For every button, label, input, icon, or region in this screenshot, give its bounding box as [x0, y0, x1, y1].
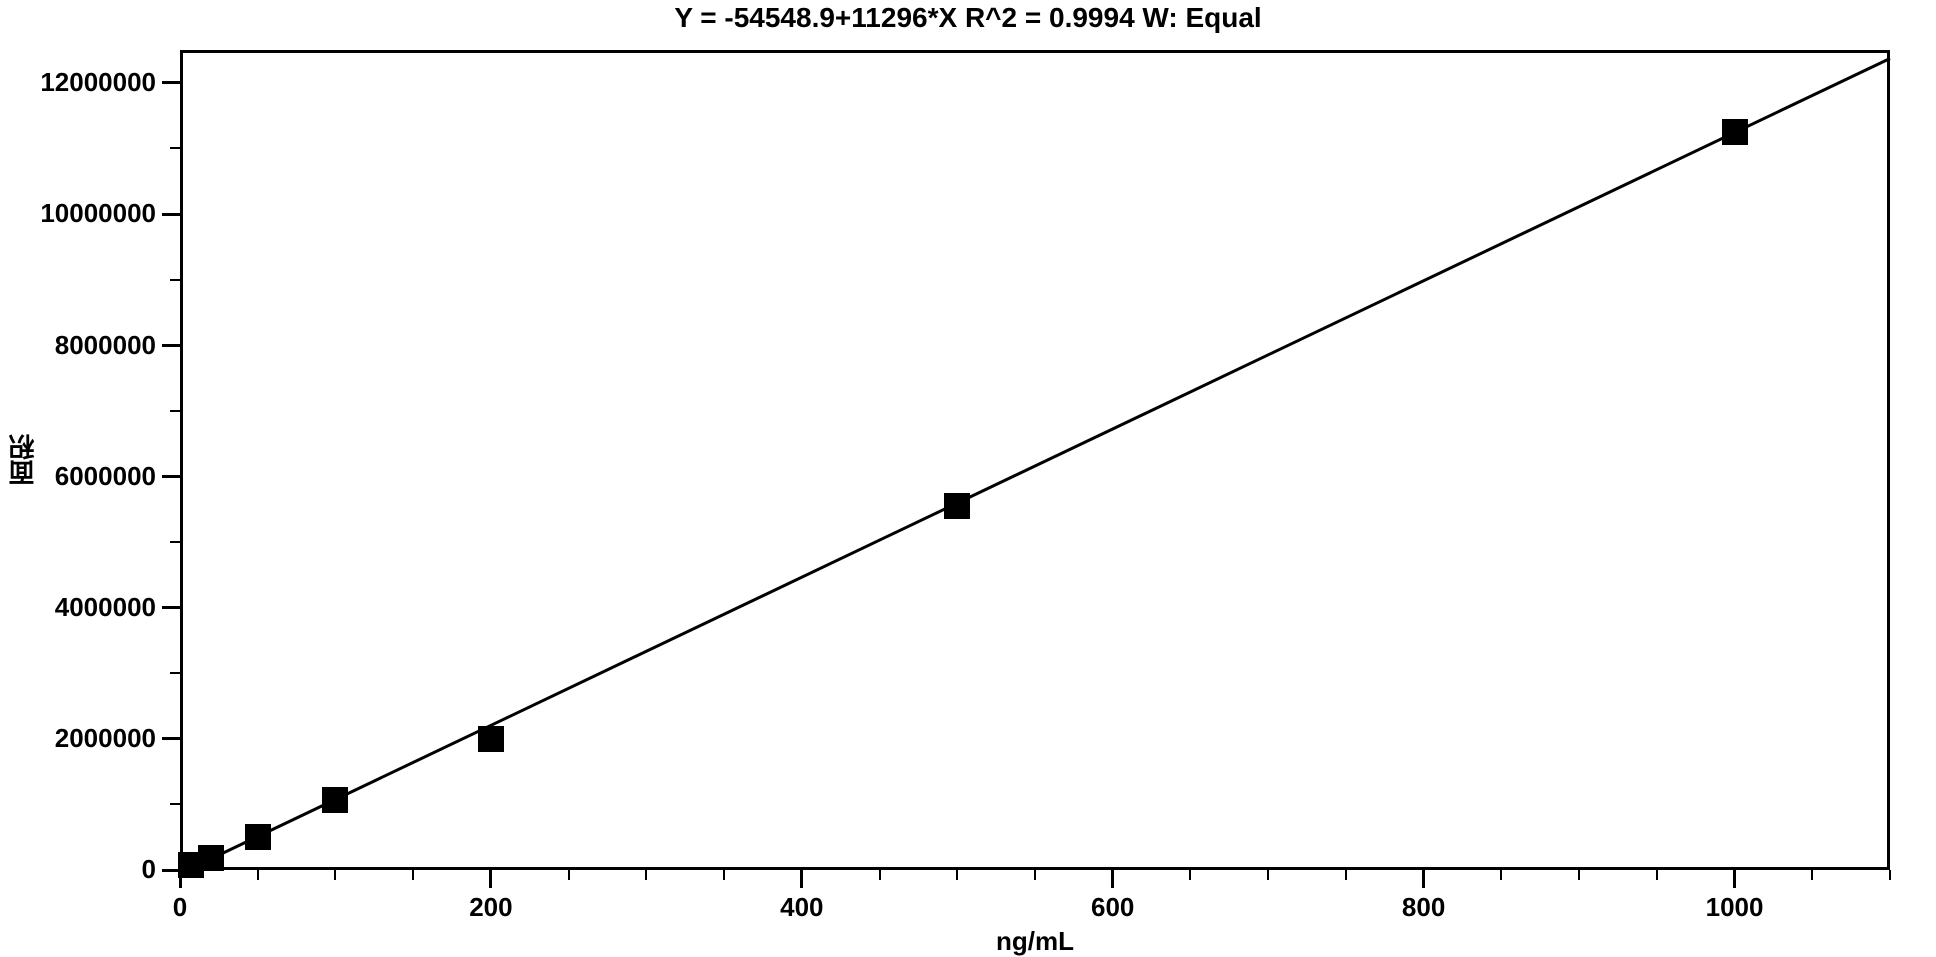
x-tick-label: 200 — [431, 892, 551, 923]
y-tick-minor — [170, 279, 180, 281]
y-tick-label: 0 — [142, 854, 156, 885]
x-tick-minor — [1811, 870, 1813, 880]
y-tick-label: 2000000 — [55, 723, 156, 754]
x-tick-minor — [645, 870, 647, 880]
y-tick-label: 8000000 — [55, 330, 156, 361]
y-tick-minor — [170, 672, 180, 674]
x-tick-minor — [257, 870, 259, 880]
x-tick-minor — [334, 870, 336, 880]
x-tick-label: 400 — [742, 892, 862, 923]
y-tick-label: 12000000 — [40, 67, 156, 98]
data-point — [198, 845, 224, 871]
x-tick-minor — [1189, 870, 1191, 880]
data-point — [245, 824, 271, 850]
y-tick-label: 4000000 — [55, 592, 156, 623]
y-tick-major — [162, 475, 180, 478]
x-tick-label: 0 — [120, 892, 240, 923]
y-tick-minor — [170, 803, 180, 805]
data-point — [478, 726, 504, 752]
y-tick-label: 10000000 — [40, 198, 156, 229]
x-tick-label: 600 — [1053, 892, 1173, 923]
y-tick-label: 6000000 — [55, 461, 156, 492]
x-tick-minor — [412, 870, 414, 880]
x-tick-label: 800 — [1364, 892, 1484, 923]
x-tick-minor — [1656, 870, 1658, 880]
x-tick-minor — [1578, 870, 1580, 880]
x-tick-minor — [1267, 870, 1269, 880]
y-tick-major — [162, 81, 180, 84]
y-tick-minor — [170, 147, 180, 149]
data-point — [1722, 119, 1748, 145]
y-tick-major — [162, 213, 180, 216]
x-tick-major — [1111, 870, 1114, 888]
data-point — [322, 787, 348, 813]
data-point — [944, 493, 970, 519]
x-tick-minor — [723, 870, 725, 880]
y-tick-major — [162, 344, 180, 347]
x-tick-major — [1422, 870, 1425, 888]
x-tick-major — [489, 870, 492, 888]
y-tick-minor — [170, 410, 180, 412]
x-tick-minor — [1889, 870, 1891, 880]
x-tick-major — [800, 870, 803, 888]
x-tick-minor — [1500, 870, 1502, 880]
y-tick-minor — [170, 541, 180, 543]
x-tick-major — [1733, 870, 1736, 888]
x-tick-label: 1000 — [1675, 892, 1795, 923]
x-tick-minor — [1034, 870, 1036, 880]
chart-svg — [0, 0, 1936, 955]
y-tick-major — [162, 606, 180, 609]
x-tick-minor — [1345, 870, 1347, 880]
regression-line — [188, 58, 1890, 870]
x-tick-minor — [956, 870, 958, 880]
x-tick-minor — [568, 870, 570, 880]
x-tick-minor — [879, 870, 881, 880]
y-tick-major — [162, 737, 180, 740]
